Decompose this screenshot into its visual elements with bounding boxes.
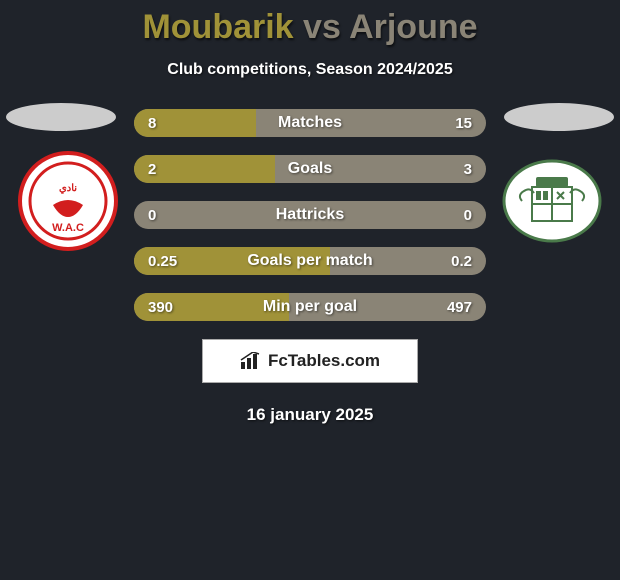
bar-label: Min per goal	[134, 293, 486, 321]
shadow-left	[6, 103, 116, 131]
team-badge-left: نادي W.A.C	[18, 151, 118, 251]
badge-left-svg: نادي W.A.C	[18, 151, 118, 251]
player2-name: Arjoune	[349, 8, 477, 46]
brand-text: FcTables.com	[268, 351, 380, 371]
brand-chart-icon	[240, 352, 262, 370]
stat-bars: 815Matches 23Goals 00Hattricks 0.250.2Goals…	[134, 109, 486, 321]
bar-label: Matches	[134, 109, 486, 137]
date-text: 16 january 2025	[0, 405, 620, 425]
bar-label: Hattricks	[134, 201, 486, 229]
vs-text: vs	[303, 8, 341, 46]
bar-label: Goals	[134, 155, 486, 183]
container: Moubarik vs Arjoune Club competitions, S…	[0, 0, 620, 580]
badge-right-svg	[502, 151, 602, 251]
bar-label: Goals per match	[134, 247, 486, 275]
stat-bar-row: 23Goals	[134, 155, 486, 183]
team-badge-right	[502, 151, 602, 251]
shadow-right	[504, 103, 614, 131]
page-title: Moubarik vs Arjoune	[0, 0, 620, 47]
main-area: نادي W.A.C 815Matches 23Goals 00Hattricks 0…	[0, 109, 620, 321]
svg-text:W.A.C: W.A.C	[52, 222, 84, 234]
stat-bar-row: 0.250.2Goals per match	[134, 247, 486, 275]
svg-text:نادي: نادي	[59, 183, 77, 194]
stat-bar-row: 815Matches	[134, 109, 486, 137]
stat-bar-row: 00Hattricks	[134, 201, 486, 229]
subtitle: Club competitions, Season 2024/2025	[0, 61, 620, 79]
stat-bar-row: 390497Min per goal	[134, 293, 486, 321]
brand-box[interactable]: FcTables.com	[202, 339, 418, 383]
player1-name: Moubarik	[142, 8, 293, 46]
